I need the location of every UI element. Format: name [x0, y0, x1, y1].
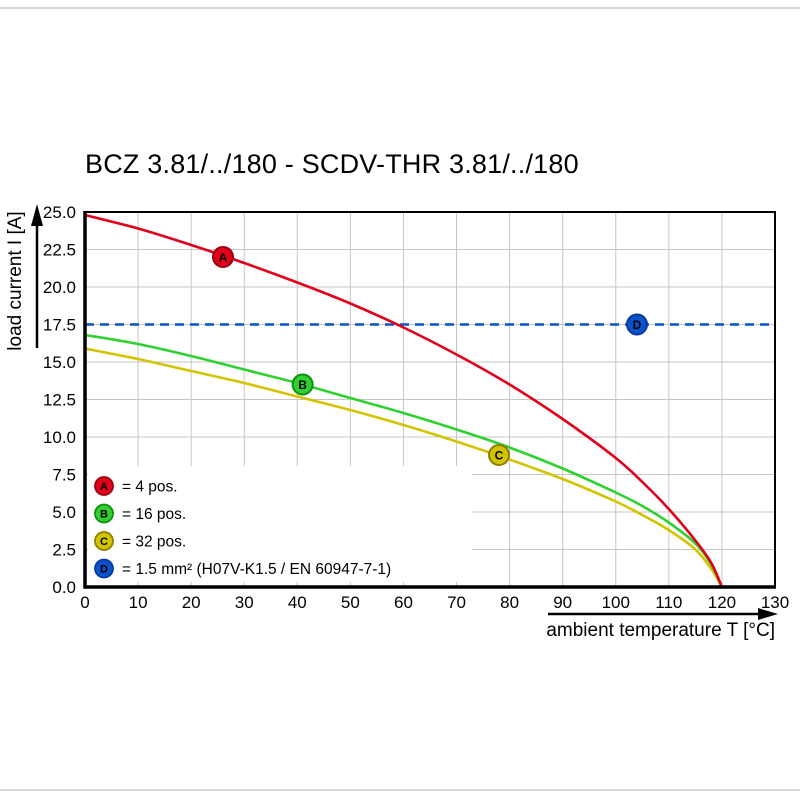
series-C-curve — [84, 347, 724, 588]
x-tick-label: 90 — [553, 593, 572, 612]
legend-swatch-A — [94, 476, 114, 496]
page-top-rule — [0, 7, 800, 9]
y-tick-label: 15.0 — [43, 353, 76, 372]
legend-label-D: = 1.5 mm² (H07V-K1.5 / EN 60947-7-1) — [122, 561, 391, 578]
derating-curve-chart: 0 10 20 30 40 50 60 70 80 90 100 110 120 130 0.0 2.5 5.0… — [0, 180, 800, 660]
legend-swatch-A-letter: A — [100, 481, 108, 493]
marker-D-letter: D — [633, 318, 642, 332]
x-tick-label: 80 — [500, 593, 519, 612]
x-axis-label: ambient temperature T [°C] — [546, 620, 775, 641]
y-axis-arrowhead-icon — [31, 204, 43, 226]
y-tick-label: 20.0 — [43, 278, 76, 297]
legend-swatch-D-letter: D — [100, 564, 108, 576]
marker-C: C — [488, 444, 510, 466]
x-tick-label: 70 — [447, 593, 466, 612]
x-tick-label: 20 — [182, 593, 201, 612]
legend-label-C: = 32 pos. — [122, 534, 186, 551]
x-tick-label: 100 — [602, 593, 630, 612]
x-tick-label: 10 — [129, 593, 148, 612]
series-B-curve — [84, 333, 724, 588]
x-tick-label: 0 — [80, 593, 89, 612]
marker-A-letter: A — [219, 251, 228, 265]
y-tick-label: 0.0 — [52, 578, 76, 597]
x-tick-label: 130 — [761, 593, 789, 612]
legend-label-B: = 16 pos. — [122, 506, 186, 523]
x-tick-label: 30 — [235, 593, 254, 612]
legend-swatch-C — [94, 531, 114, 551]
y-tick-label: 17.5 — [43, 316, 76, 335]
marker-C-letter: C — [495, 449, 504, 463]
marker-A: A — [212, 246, 234, 268]
y-tick-label: 7.5 — [52, 466, 76, 485]
y-tick-label: 22.5 — [43, 241, 76, 260]
marker-D: D — [626, 313, 648, 336]
x-axis-arrowhead-icon — [758, 608, 778, 620]
x-tick-label: 50 — [341, 593, 360, 612]
marker-B-circle — [291, 373, 314, 396]
legend-swatch-B — [94, 503, 114, 524]
y-tick-label: 2.5 — [52, 541, 76, 560]
x-tick-label: 110 — [655, 593, 682, 612]
y-tick-label: 12.5 — [43, 391, 76, 410]
legend-swatch-D — [94, 558, 114, 579]
marker-B: B — [291, 373, 314, 396]
y-axis-label: load current I [A] — [5, 211, 26, 351]
legend-label-A: = 4 pos. — [122, 479, 178, 496]
page-bottom-rule — [0, 789, 800, 791]
marker-C-circle — [488, 444, 510, 466]
legend-swatch-C-letter: C — [100, 536, 108, 548]
legend: A = 4 pos. B = 16 pos. C = 32 pos. D = 1.5 mm² … — [88, 466, 472, 582]
chart-title: BCZ 3.81/../180 - SCDV-THR 3.81/../180 — [85, 149, 579, 179]
chart-canvas: 0 10 20 30 40 50 60 70 80 90 100 110 120 130 0.0 2.5 5.0… — [31, 203, 789, 620]
marker-A-circle — [212, 246, 234, 268]
legend-swatch-B-letter: B — [100, 509, 108, 521]
y-tick-label: 25.0 — [43, 203, 76, 222]
x-tick-label: 40 — [288, 593, 307, 612]
x-tick-label: 60 — [394, 593, 413, 612]
y-tick-label: 5.0 — [52, 503, 76, 522]
x-tick-label: 120 — [708, 593, 736, 612]
y-tick-label: 10.0 — [43, 428, 76, 447]
marker-D-circle — [626, 313, 648, 336]
legend-background — [88, 466, 472, 582]
marker-B-letter: B — [298, 378, 307, 392]
